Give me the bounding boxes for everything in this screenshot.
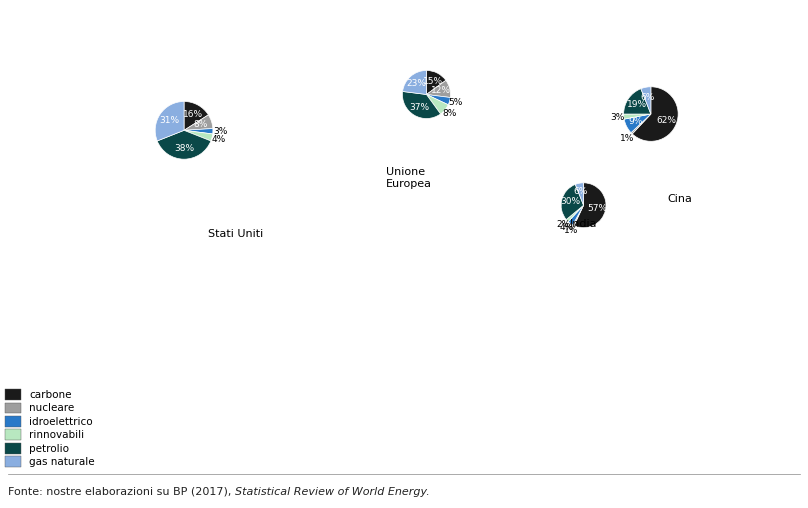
Text: 8%: 8% [443,109,457,118]
Text: Cina: Cina [667,194,692,204]
Wedge shape [641,87,651,114]
Text: 30%: 30% [560,197,580,206]
Wedge shape [573,205,583,226]
Text: 19%: 19% [627,100,647,109]
Text: 16%: 16% [183,110,203,119]
Text: 31%: 31% [159,116,179,125]
Text: Unione
Europea: Unione Europea [386,167,432,189]
Wedge shape [568,205,583,225]
Text: Stati Uniti: Stati Uniti [208,229,263,239]
Text: 9%: 9% [629,117,643,126]
Wedge shape [561,184,583,219]
Text: Fonte: nostre elaborazioni su BP (2017),: Fonte: nostre elaborazioni su BP (2017), [8,487,235,497]
Wedge shape [575,183,583,205]
Wedge shape [158,131,211,159]
Wedge shape [624,114,651,119]
Text: 37%: 37% [409,103,429,112]
Wedge shape [574,183,606,228]
Text: 4%: 4% [212,135,226,144]
Wedge shape [427,94,450,105]
Wedge shape [566,205,583,221]
Wedge shape [632,87,678,141]
Wedge shape [427,71,446,94]
Text: 8%: 8% [194,120,208,130]
Wedge shape [184,129,213,134]
Text: 12%: 12% [431,86,451,96]
Text: 1%: 1% [620,134,634,143]
Legend: carbone, nucleare, idroelettrico, rinnovabili, petrolio, gas naturale: carbone, nucleare, idroelettrico, rinnov… [5,389,95,467]
Text: 3%: 3% [213,127,227,136]
Text: 3%: 3% [610,113,624,122]
Text: 5%: 5% [448,99,462,107]
Wedge shape [402,71,427,94]
Text: 38%: 38% [174,144,194,153]
Wedge shape [155,102,184,141]
Text: 62%: 62% [657,116,676,125]
Wedge shape [631,114,651,134]
Text: 2%: 2% [556,220,570,229]
Text: 57%: 57% [587,204,607,213]
Text: India: India [570,219,597,229]
Wedge shape [624,114,651,133]
Wedge shape [427,94,448,114]
Text: 23%: 23% [406,79,427,88]
Text: Statistical Review of World Energy.: Statistical Review of World Energy. [235,487,430,497]
Wedge shape [427,80,451,98]
Wedge shape [184,115,213,131]
Text: 4%: 4% [560,224,574,233]
Text: 6%: 6% [574,187,588,196]
Wedge shape [184,102,208,131]
Wedge shape [402,91,440,118]
Wedge shape [184,131,213,141]
Text: 15%: 15% [423,77,444,86]
Wedge shape [624,89,651,114]
Text: 6%: 6% [641,93,655,102]
Text: 1%: 1% [564,226,578,235]
